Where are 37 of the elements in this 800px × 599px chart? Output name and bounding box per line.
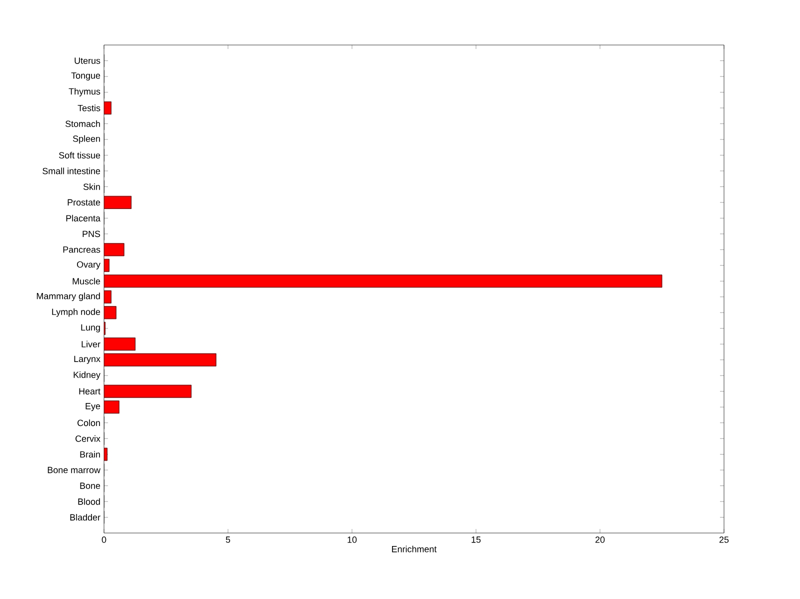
y-tick-label: Spleen	[72, 135, 100, 144]
x-tick-label: 20	[595, 536, 605, 543]
y-tick-label: PNS	[82, 230, 100, 238]
y-tick-label: Colon	[78, 420, 100, 426]
y-tick-label: Cervix	[76, 435, 100, 442]
y-tick-label: Muscle	[72, 278, 100, 284]
x-axis-title: Enrichment	[392, 546, 437, 552]
y-tick-label: Ovary	[76, 261, 100, 270]
x-tick-label: 15	[472, 536, 481, 543]
y-tick-label: Larynx	[74, 356, 100, 364]
y-tick-label: Eye	[86, 403, 100, 412]
y-tick-label: Uterus	[74, 58, 100, 64]
y-tick-label: Brain	[80, 450, 100, 458]
y-tick-label: Testis	[78, 104, 100, 112]
y-tick-label: Blood	[78, 498, 100, 505]
y-tick-label: Small intestine	[42, 168, 100, 174]
x-tick-label: 10	[348, 536, 357, 543]
y-tick-label: Bladder	[70, 514, 100, 521]
y-tick-label: Lymph node	[52, 308, 100, 317]
y-tick-label: Heart	[79, 388, 100, 394]
y-tick-label: Mammary gland	[36, 292, 100, 302]
y-tick-label: Thymus	[68, 88, 100, 96]
x-tick-label: 5	[226, 536, 230, 543]
y-tick-label: Tongue	[71, 72, 100, 80]
y-tick-label: Pancreas	[63, 246, 100, 253]
y-tick-label: Prostate	[68, 199, 100, 206]
y-tick-label: Liver	[82, 340, 100, 348]
y-tick-label: Kidney	[74, 371, 100, 380]
y-tick-label: Bone marrow	[48, 466, 100, 474]
x-tick-label: 0	[102, 536, 106, 543]
x-tick-label: 25	[719, 536, 729, 543]
y-tick-label: Skin	[83, 183, 100, 190]
y-tick-label: Stomach	[66, 120, 100, 128]
y-tick-label: Bone	[80, 482, 100, 489]
y-tick-label: Lung	[81, 324, 100, 332]
y-tick-label: Soft tissue	[59, 152, 100, 158]
y-tick-label: Placenta	[66, 214, 100, 222]
